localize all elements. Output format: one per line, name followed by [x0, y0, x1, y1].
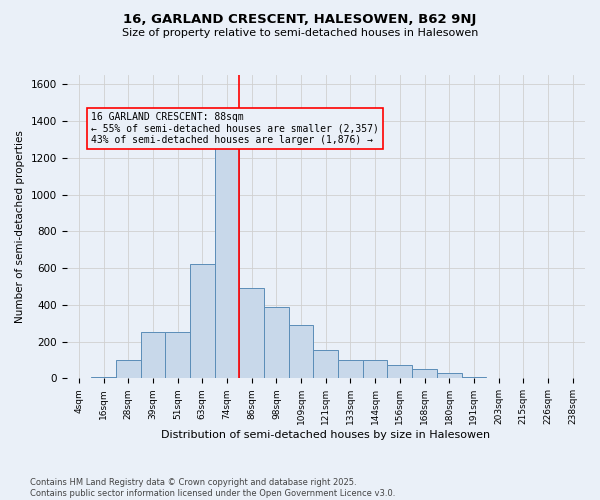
Text: 16, GARLAND CRESCENT, HALESOWEN, B62 9NJ: 16, GARLAND CRESCENT, HALESOWEN, B62 9NJ — [124, 12, 476, 26]
Bar — [313, 350, 338, 378]
Bar — [388, 366, 412, 378]
Bar — [116, 360, 140, 378]
X-axis label: Distribution of semi-detached houses by size in Halesowen: Distribution of semi-detached houses by … — [161, 430, 490, 440]
Bar — [437, 373, 461, 378]
Bar — [412, 369, 437, 378]
Bar — [190, 264, 215, 378]
Bar — [239, 288, 264, 378]
Bar — [461, 376, 486, 378]
Bar — [338, 360, 363, 378]
Bar — [363, 360, 388, 378]
Bar — [165, 332, 190, 378]
Bar — [289, 325, 313, 378]
Text: 16 GARLAND CRESCENT: 88sqm
← 55% of semi-detached houses are smaller (2,357)
43%: 16 GARLAND CRESCENT: 88sqm ← 55% of semi… — [91, 112, 379, 145]
Y-axis label: Number of semi-detached properties: Number of semi-detached properties — [15, 130, 25, 323]
Text: Contains HM Land Registry data © Crown copyright and database right 2025.
Contai: Contains HM Land Registry data © Crown c… — [30, 478, 395, 498]
Bar — [264, 306, 289, 378]
Bar — [215, 138, 239, 378]
Bar — [140, 332, 165, 378]
Text: Size of property relative to semi-detached houses in Halesowen: Size of property relative to semi-detach… — [122, 28, 478, 38]
